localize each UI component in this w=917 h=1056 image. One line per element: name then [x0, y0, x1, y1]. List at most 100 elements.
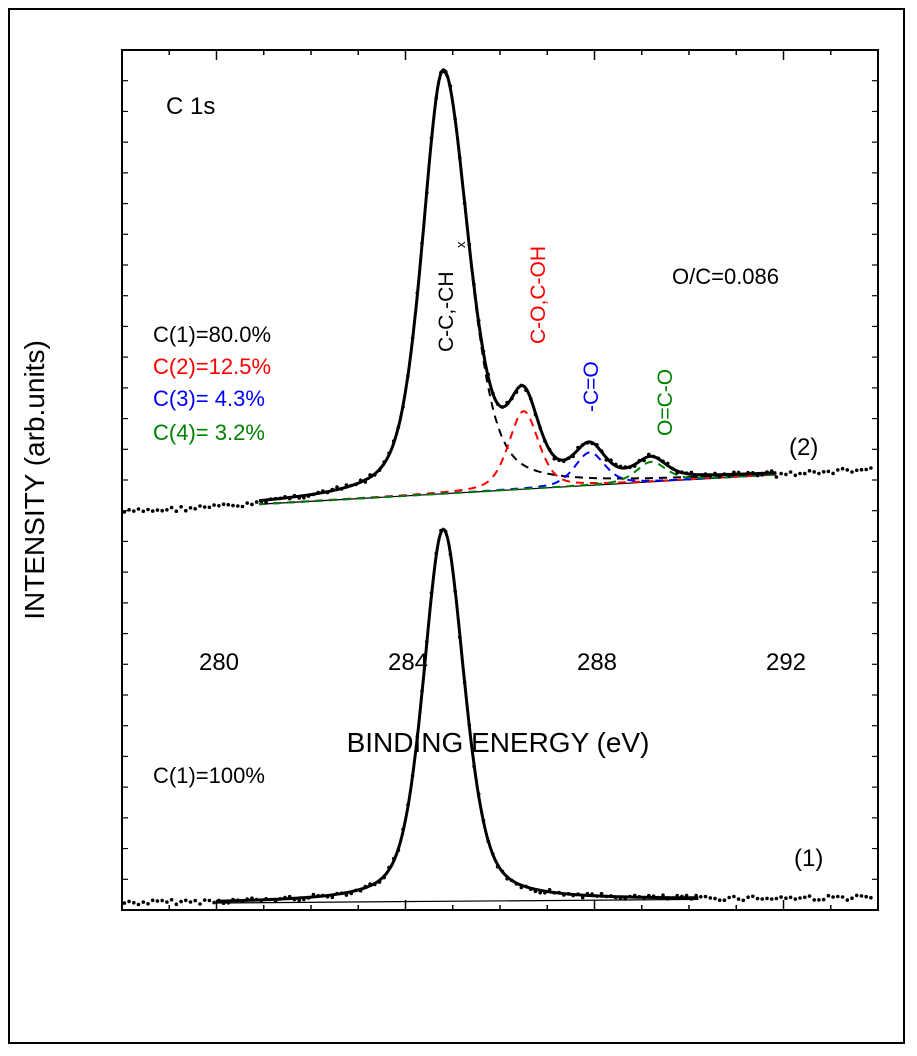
- data-point-1: [665, 897, 670, 901]
- data-point-1: [514, 882, 519, 886]
- data-point-2: [595, 443, 599, 447]
- component-label-cc: C-C,-CH x: [435, 241, 468, 352]
- data-point-2: [122, 510, 127, 514]
- data-point-2: [784, 472, 788, 477]
- data-point-2: [746, 470, 750, 475]
- data-point-2: [793, 473, 798, 478]
- data-point-2: [184, 508, 188, 513]
- data-point-2: [618, 464, 623, 469]
- data-point-2: [845, 468, 850, 472]
- data-point-1: [543, 891, 547, 895]
- data-point-2: [287, 496, 292, 501]
- data-point-2: [628, 465, 632, 470]
- data-point-1: [188, 900, 193, 904]
- data-point-1: [552, 891, 557, 895]
- fit-envelope-1: [216, 527, 699, 903]
- data-point-1: [387, 865, 391, 870]
- data-point-2: [562, 459, 566, 464]
- data-point-1: [169, 898, 174, 902]
- data-point-2: [675, 471, 679, 475]
- data-point-2: [207, 505, 212, 510]
- data-point-1: [311, 892, 316, 897]
- spectrum-2-label: (2): [789, 434, 818, 461]
- curves: [216, 67, 777, 904]
- data-point-2: [273, 496, 278, 501]
- data-point-1: [628, 894, 632, 899]
- data-point-2: [557, 458, 561, 463]
- data-point-2: [306, 494, 311, 498]
- data-point-2: [491, 391, 495, 396]
- data-point-1: [254, 897, 259, 902]
- data-point-1: [339, 891, 344, 895]
- data-point-2: [599, 449, 604, 453]
- data-point-2: [765, 470, 769, 474]
- composition-c3: C(3)= 4.3%: [153, 386, 265, 411]
- data-point-2: [169, 505, 174, 510]
- component-label-cc-text: C-C,-CH: [435, 272, 458, 352]
- data-point-1: [571, 893, 575, 898]
- data-point-1: [812, 898, 816, 902]
- data-point-1: [443, 529, 448, 534]
- data-point-2: [670, 466, 675, 471]
- data-point-1: [198, 902, 202, 906]
- data-point-1: [765, 896, 769, 901]
- data-point-1: [817, 898, 821, 902]
- data-point-2: [519, 383, 524, 388]
- data-point-1: [519, 885, 524, 890]
- data-point-1: [623, 897, 627, 901]
- data-point-2: [358, 478, 363, 483]
- data-point-1: [637, 895, 642, 899]
- data-point-2: [505, 400, 509, 405]
- data-point-2: [236, 504, 240, 508]
- data-point-2: [803, 471, 807, 476]
- data-point-2: [321, 489, 325, 493]
- data-point-1: [349, 891, 354, 896]
- data-point-1: [179, 899, 183, 904]
- data-point-2: [373, 473, 377, 477]
- fit-envelope-2: [258, 67, 777, 503]
- data-point-2: [524, 388, 528, 393]
- data-point-2: [590, 441, 594, 446]
- data-point-1: [708, 896, 713, 900]
- data-point-1: [491, 852, 495, 856]
- data-point-2: [458, 156, 462, 160]
- data-point-1: [595, 894, 599, 898]
- data-point-1: [481, 818, 486, 823]
- data-point-2: [401, 404, 405, 409]
- data-point-1: [618, 896, 623, 900]
- data-point-1: [127, 899, 131, 904]
- data-point-2: [609, 458, 613, 463]
- data-point-1: [174, 902, 179, 907]
- x-tick-label-280: 280: [199, 649, 239, 676]
- data-point-2: [760, 473, 764, 477]
- data-point-2: [533, 412, 538, 417]
- x-axis-label: BINDING ENERGY (eV): [347, 727, 650, 758]
- component-label-oco: O=C-O: [654, 369, 677, 436]
- data-point-1: [250, 896, 254, 900]
- data-point-2: [349, 483, 354, 488]
- data-point-2: [278, 496, 283, 501]
- data-point-2: [665, 461, 670, 466]
- data-point-2: [425, 190, 429, 195]
- data-point-1: [217, 898, 221, 903]
- data-point-1: [321, 893, 325, 898]
- data-point-2: [391, 439, 396, 444]
- data-point-2: [434, 96, 439, 100]
- data-point-2: [661, 459, 665, 464]
- data-point-2: [231, 503, 235, 508]
- data-point-1: [609, 894, 613, 898]
- data-point-1: [467, 723, 472, 727]
- data-point-1: [283, 895, 287, 900]
- data-point-1: [273, 899, 278, 903]
- data-point-1: [869, 895, 873, 900]
- data-point-1: [236, 898, 240, 902]
- data-point-2: [193, 507, 197, 511]
- x-tick-label-284: 284: [388, 649, 428, 676]
- data-point-2: [283, 495, 287, 499]
- data-point-1: [675, 893, 679, 898]
- data-point-1: [373, 882, 377, 887]
- data-point-1: [245, 897, 249, 901]
- composition-c4: C(4)= 3.2%: [153, 420, 265, 445]
- data-point-1: [859, 894, 864, 898]
- data-point-1: [566, 892, 571, 896]
